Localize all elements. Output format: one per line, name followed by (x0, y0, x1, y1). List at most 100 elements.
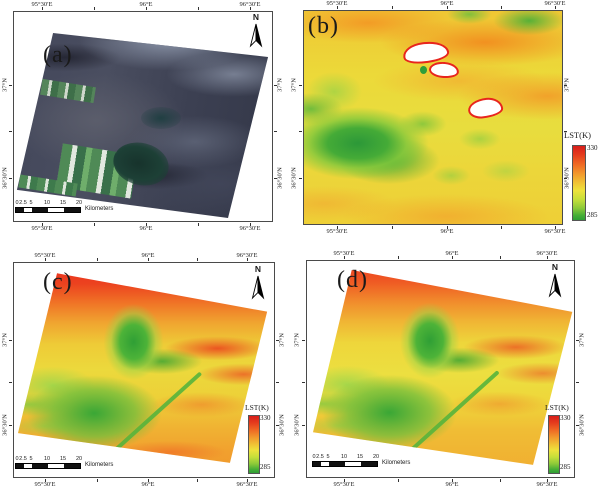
tick-mark (45, 258, 46, 261)
tick-mark (392, 226, 393, 229)
scale-number: 2.5 (19, 200, 27, 206)
tick-mark (500, 256, 501, 259)
scale-segment (48, 208, 64, 212)
tick-mark (274, 178, 277, 179)
north-arrow: N (246, 13, 266, 54)
tick-mark (547, 256, 548, 259)
y-tick-label: 36°30′N (278, 414, 286, 436)
north-label: N (551, 262, 559, 272)
scale-number: 20 (75, 200, 83, 206)
tick-mark (9, 85, 12, 86)
tick-mark (564, 178, 567, 179)
tick-mark (250, 7, 251, 10)
legend-max-label: 330 (260, 414, 271, 422)
x-tick-label: 96°E (440, 228, 454, 235)
tick-mark (42, 223, 43, 226)
scale-number: 20 (75, 456, 83, 462)
scale-number: 15 (59, 200, 67, 206)
scale-segment (329, 462, 345, 466)
scale-number: 5 (29, 200, 33, 206)
water-body (141, 107, 181, 129)
panel-letter: (b) (308, 13, 339, 39)
scale-segment (48, 464, 64, 468)
scale-segment (16, 464, 24, 468)
scale-bar: 0 2.5 5 10 15 20 Kilometers (312, 454, 427, 467)
legend-min-label: 285 (587, 211, 598, 219)
panel-d-map (306, 260, 575, 478)
x-tick-label: 96°E (139, 225, 153, 232)
legend-colorbar (248, 415, 260, 474)
tick-mark (576, 382, 579, 383)
map-frame (13, 11, 273, 222)
scale-segment (16, 208, 24, 212)
tick-mark (452, 256, 453, 259)
lst-legend: LST(K) 330 285 (563, 130, 600, 232)
scale-bar-numbers: 0 2.5 5 10 15 20 (15, 200, 130, 206)
scale-number: 0 (15, 200, 19, 206)
legend-min-label: 285 (560, 463, 571, 471)
y-tick-label: 37°N (1, 78, 9, 92)
tick-mark (9, 425, 12, 426)
x-tick-label: 95°30′E (31, 225, 53, 232)
tick-mark (94, 223, 95, 226)
scale-number: 10 (43, 200, 51, 206)
scale-unit-label: Kilometers (382, 460, 411, 466)
tick-mark (247, 479, 248, 482)
tick-mark (564, 131, 567, 132)
lst-legend: LST(K) 330 285 (245, 403, 275, 475)
lst-legend: LST(K) 330 285 (545, 403, 575, 475)
lst-heatmap (17, 273, 268, 463)
y-tick-label: 36°30′N (1, 167, 9, 189)
x-tick-label: 96°30′E (536, 481, 558, 488)
scale-number: 10 (340, 454, 348, 460)
scale-number: 5 (29, 456, 33, 462)
tick-mark (42, 7, 43, 10)
tick-mark (547, 479, 548, 482)
scale-bar: 0 2.5 5 10 15 20 Kilometers (15, 456, 130, 469)
x-tick-label: 96°30′E (236, 252, 258, 259)
panel-letter: (c) (43, 269, 73, 295)
scale-segment (313, 462, 321, 466)
tick-mark (501, 6, 502, 9)
tick-mark (398, 479, 399, 482)
x-tick-label: 95°30′E (34, 481, 56, 488)
tick-mark (146, 223, 147, 226)
scale-unit-label: Kilometers (85, 462, 114, 468)
tick-mark (344, 256, 345, 259)
x-tick-label: 96°E (445, 481, 459, 488)
panel-d: (d) 95°30′E 96°E 96°30′E 95°30′E 96°E 96… (294, 250, 586, 488)
tick-mark (555, 226, 556, 229)
y-tick-label: 36°30′N (578, 414, 586, 436)
tick-mark (337, 6, 338, 9)
y-tick-label: 37°N (578, 333, 586, 347)
scale-bar-segments (15, 207, 81, 213)
y-tick-label: 36°30′N (293, 414, 301, 436)
tick-mark (276, 425, 279, 426)
tick-mark (337, 226, 338, 229)
x-tick-label: 95°30′E (34, 252, 56, 259)
y-tick-label: 36°30′N (290, 167, 298, 189)
tick-mark (9, 340, 12, 341)
tick-mark (148, 479, 149, 482)
panel-c-map (13, 262, 275, 478)
x-tick-label: 95°30′E (31, 1, 53, 8)
legend-max-label: 330 (587, 144, 598, 152)
scale-segment (361, 462, 377, 466)
scale-bar-segments (312, 461, 378, 467)
x-tick-label: 95°30′E (333, 481, 355, 488)
north-arrow-icon (249, 23, 263, 47)
legend-colorbar (572, 145, 586, 221)
legend-title: LST(K) (245, 403, 269, 412)
scale-segment (64, 208, 80, 212)
tick-mark (276, 382, 279, 383)
scale-number: 15 (356, 454, 364, 460)
x-tick-label: 96°E (139, 1, 153, 8)
legend-title: LST(K) (545, 403, 569, 412)
x-tick-label: 96°30′E (544, 228, 566, 235)
panel-b: (b) 95°30′E 96°E 96°30′E 95°30′E 96°E 96… (291, 0, 598, 235)
y-tick-label: 37°N (1, 333, 9, 347)
tick-mark (97, 258, 98, 261)
legend-min-label: 285 (260, 463, 271, 471)
tick-mark (274, 131, 277, 132)
